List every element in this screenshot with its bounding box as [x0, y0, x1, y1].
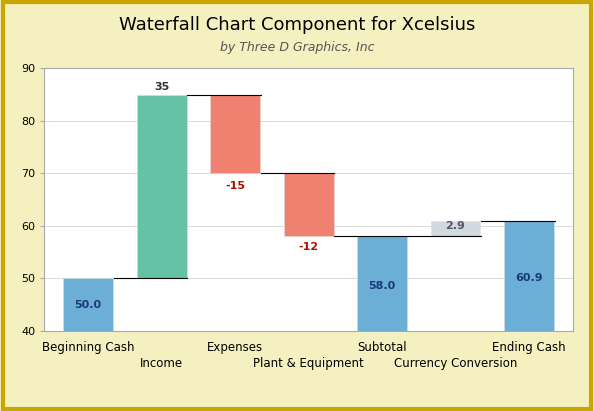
Bar — [137, 95, 187, 278]
Text: Currency Conversion: Currency Conversion — [394, 357, 517, 370]
Bar — [283, 173, 334, 236]
Text: Waterfall Chart Component for Xcelsius: Waterfall Chart Component for Xcelsius — [119, 16, 475, 35]
Bar — [504, 221, 554, 331]
Text: Ending Cash: Ending Cash — [492, 341, 566, 354]
Text: -12: -12 — [299, 242, 318, 252]
Bar — [63, 278, 113, 331]
Text: 60.9: 60.9 — [515, 273, 543, 283]
Text: Expenses: Expenses — [207, 341, 263, 354]
Text: -15: -15 — [225, 181, 245, 192]
Text: by Three D Graphics, Inc: by Three D Graphics, Inc — [220, 41, 374, 54]
Text: Beginning Cash: Beginning Cash — [42, 341, 134, 354]
Text: 50.0: 50.0 — [75, 300, 102, 309]
Text: Plant & Equipment: Plant & Equipment — [253, 357, 364, 370]
Text: Income: Income — [140, 357, 183, 370]
Text: 58.0: 58.0 — [368, 281, 396, 291]
Text: 2.9: 2.9 — [446, 221, 466, 231]
Text: Subtotal: Subtotal — [357, 341, 407, 354]
Bar — [357, 236, 407, 331]
Bar — [431, 221, 481, 236]
Bar — [210, 95, 260, 173]
Text: 35: 35 — [154, 82, 169, 92]
